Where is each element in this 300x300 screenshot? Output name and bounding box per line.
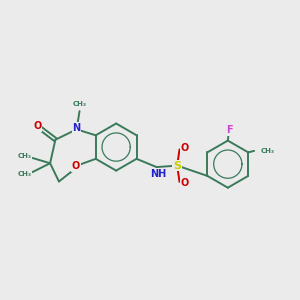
Text: N: N <box>73 123 81 133</box>
Text: NH: NH <box>150 169 166 179</box>
Text: CH₃: CH₃ <box>261 148 274 154</box>
Text: CH₃: CH₃ <box>73 101 86 107</box>
Text: CH₃: CH₃ <box>17 154 31 160</box>
Text: F: F <box>226 125 232 135</box>
Text: CH₃: CH₃ <box>17 171 31 177</box>
Text: O: O <box>181 178 189 188</box>
Text: O: O <box>33 121 41 131</box>
Text: O: O <box>72 161 80 172</box>
Text: S: S <box>173 160 181 171</box>
Text: O: O <box>181 143 189 153</box>
